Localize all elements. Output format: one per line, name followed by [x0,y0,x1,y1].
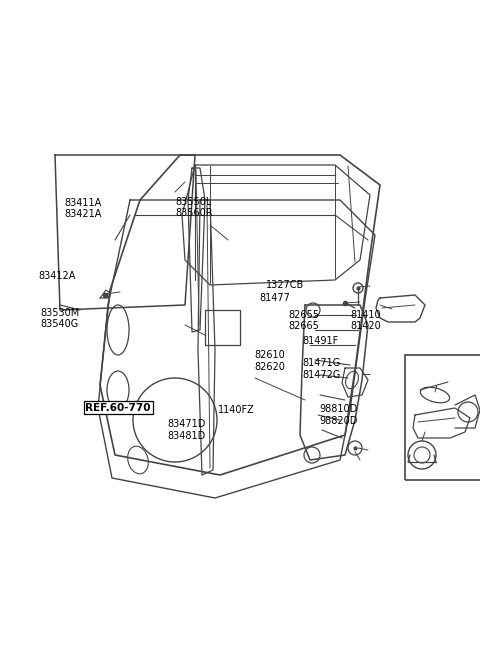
Text: 82655
82665: 82655 82665 [288,310,319,331]
Text: 98810D
98820D: 98810D 98820D [320,404,358,426]
Text: 81491F: 81491F [302,336,339,346]
Text: 83471D
83481D: 83471D 83481D [167,419,205,441]
Text: 1327CB: 1327CB [266,280,305,290]
Text: 81471G
81472G: 81471G 81472G [302,358,341,380]
Text: 81410
81420: 81410 81420 [350,310,381,331]
Text: 81477: 81477 [259,293,290,303]
Text: REF.60-770: REF.60-770 [85,403,151,413]
Bar [405,355,480,480]
Text: 83530M
83540G: 83530M 83540G [41,308,80,329]
Text: 83550L
83560R: 83550L 83560R [175,196,213,218]
Text: 83411A
83421A: 83411A 83421A [65,198,102,219]
Text: 1140FZ: 1140FZ [218,405,255,415]
Text: 83412A: 83412A [38,271,76,280]
Text: 82610
82620: 82610 82620 [254,350,285,372]
